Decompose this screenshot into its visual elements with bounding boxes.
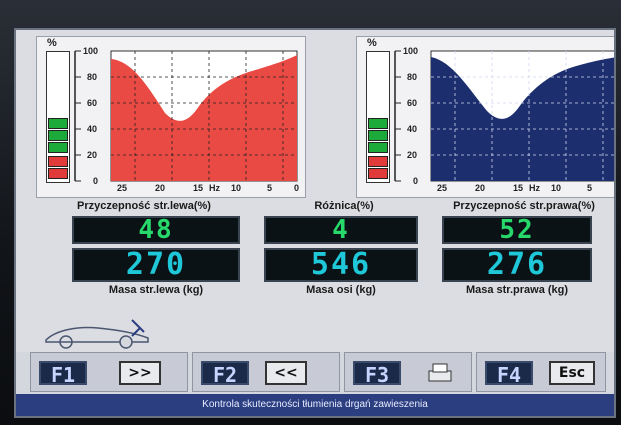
f2-block[interactable]: F2 <<	[192, 352, 340, 392]
app-screen: % 100 80 60 40 20 0 25 20 15	[14, 28, 616, 418]
left-x-tick: 5	[267, 183, 273, 193]
f3-key-label: F3	[353, 361, 401, 387]
right-x-tick: 20	[475, 183, 486, 193]
left-chart-plot	[74, 50, 298, 182]
left-gauge-segment-red	[48, 156, 68, 167]
escape-button[interactable]: Esc	[549, 361, 595, 385]
left-y-tick: 60	[87, 98, 98, 108]
left-gauge-segment-green	[48, 118, 68, 129]
function-key-bar: F1 >> F2 << F3 F4 Esc	[16, 352, 614, 394]
right-gauge-segment-red	[368, 156, 388, 167]
right-chart-unit-label: %	[367, 37, 377, 49]
left-x-tick: 15	[193, 183, 204, 193]
right-adhesion-label: Przyczepność str.prawa(%)	[453, 200, 595, 212]
right-chart-area	[431, 57, 614, 181]
left-adhesion-display: 48	[72, 216, 240, 244]
right-x-tick: 0	[614, 183, 616, 193]
right-adhesion-display: 52	[442, 216, 592, 244]
left-chart-area	[111, 55, 297, 181]
axle-mass-display: 546	[264, 248, 418, 282]
f2-key-label: F2	[201, 361, 249, 387]
left-y-tick: 20	[87, 150, 98, 160]
status-bar: Kontrola skuteczności tłumienia drgań za…	[16, 394, 614, 416]
next-button[interactable]: >>	[119, 361, 161, 385]
left-x-tick: 10	[231, 183, 242, 193]
difference-display: 4	[264, 216, 418, 244]
right-gauge-segment-red	[368, 168, 388, 179]
left-mass-label: Masa str.lewa (kg)	[108, 284, 204, 296]
left-x-tick: 20	[155, 183, 166, 193]
right-gauge-segment-green	[368, 118, 388, 129]
right-y-tick: 0	[413, 176, 419, 186]
previous-button[interactable]: <<	[265, 361, 307, 385]
f3-block[interactable]: F3	[344, 352, 472, 392]
left-gauge-segment-green	[48, 130, 68, 141]
left-adhesion-label: Przyczepność str.lewa(%)	[77, 200, 211, 212]
left-y-tick: 0	[93, 176, 99, 186]
left-y-tick: 100	[83, 46, 99, 56]
right-y-tick: 20	[407, 150, 418, 160]
left-x-unit: Hz	[209, 183, 220, 193]
left-grid	[111, 51, 297, 181]
car-suspension-icon	[45, 319, 149, 349]
f4-block[interactable]: F4 Esc	[476, 352, 606, 392]
right-x-tick: 25	[437, 183, 448, 193]
left-level-gauge	[46, 51, 70, 183]
axle-mass-label: Masa osi (kg)	[306, 284, 376, 296]
difference-label: Różnica(%)	[314, 200, 374, 212]
left-frequency-chart-panel: % 100 80 60 40 20 0 25 20 15	[36, 36, 306, 198]
printer-icon[interactable]	[425, 361, 455, 385]
right-chart-plot	[394, 50, 614, 182]
left-gauge-segment-green	[48, 142, 68, 153]
left-chart-unit-label: %	[47, 37, 57, 49]
left-x-tick: 0	[294, 183, 300, 193]
right-level-gauge	[366, 51, 390, 183]
right-y-tick: 80	[407, 72, 418, 82]
right-y-tick: 100	[403, 46, 419, 56]
right-frequency-chart-panel: % 100 80 60 40 20 0 25 20 15	[356, 36, 616, 198]
right-mass-display: 276	[442, 248, 592, 282]
right-gauge-segment-green	[368, 142, 388, 153]
left-y-tick: 40	[87, 124, 98, 134]
right-x-tick: 5	[587, 183, 593, 193]
left-x-tick: 25	[117, 183, 128, 193]
measurement-stats: Przyczepność str.lewa(%) Różnica(%) Przy…	[36, 198, 608, 308]
f1-block[interactable]: F1 >>	[30, 352, 188, 392]
left-mass-display: 270	[72, 248, 240, 282]
right-mass-label: Masa str.prawa (kg)	[465, 284, 569, 296]
left-gauge-segment-red	[48, 168, 68, 179]
right-y-tick: 60	[407, 98, 418, 108]
right-grid	[431, 51, 614, 181]
right-x-unit: Hz	[529, 183, 540, 193]
f4-key-label: F4	[485, 361, 533, 387]
f1-key-label: F1	[39, 361, 87, 387]
right-gauge-segment-green	[368, 130, 388, 141]
right-x-tick: 10	[551, 183, 562, 193]
right-x-tick: 15	[513, 183, 524, 193]
right-y-tick: 40	[407, 124, 418, 134]
left-y-tick: 80	[87, 72, 98, 82]
